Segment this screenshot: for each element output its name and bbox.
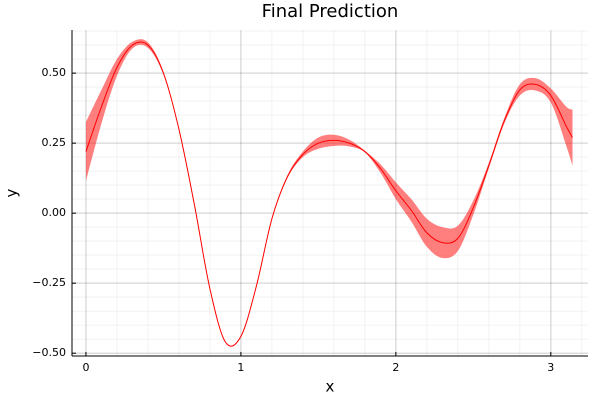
x-tick-label: 3 [547,361,554,374]
y-tick-label: 0.25 [42,136,67,149]
x-tick-label: 2 [392,361,399,374]
x-tick-label: 1 [237,361,244,374]
chart-title: Final Prediction [262,1,399,22]
y-tick-label: −0.25 [32,276,66,289]
x-axis-label: x [326,378,335,396]
confidence-band [85,39,573,347]
prediction-line [85,41,573,347]
x-tick-label: 0 [82,361,89,374]
y-tick-label: −0.50 [32,346,66,359]
y-axis-label: y [3,188,21,197]
y-tick-label: 0.50 [42,66,67,79]
y-tick-label: 0.00 [42,206,67,219]
